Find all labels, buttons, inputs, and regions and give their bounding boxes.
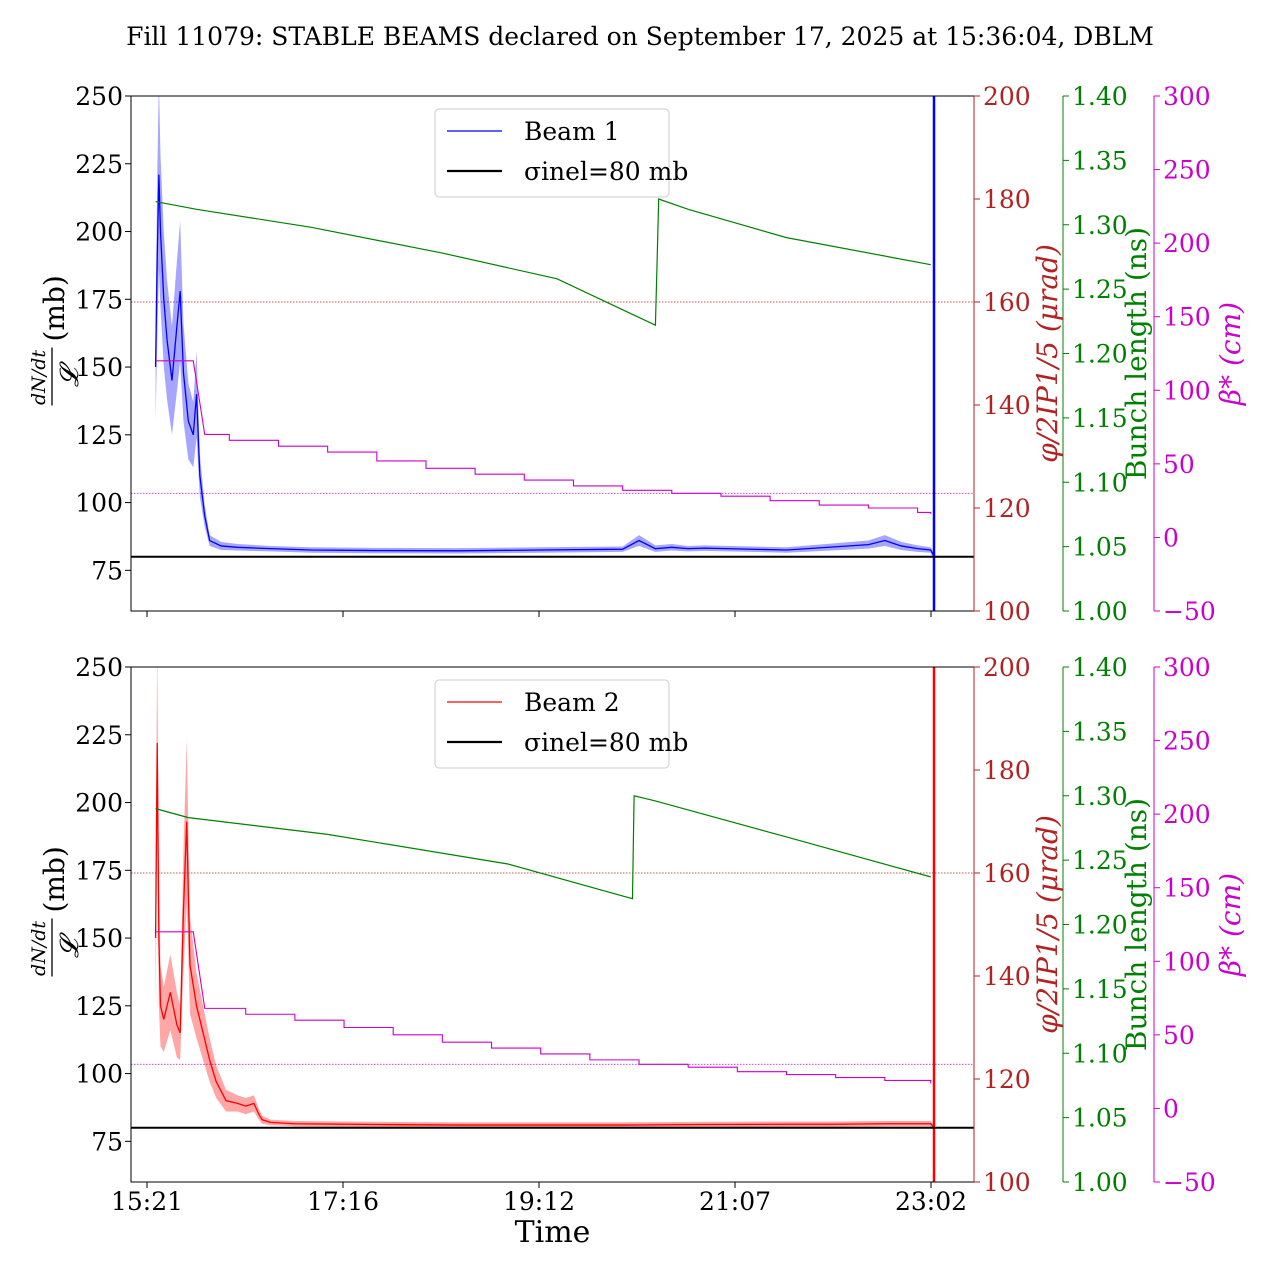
legend-reference-label: σinel=80 mb	[524, 157, 688, 186]
angle-tick-label: 200	[983, 653, 1031, 682]
chart-title: Fill 11079: STABLE BEAMS declared on Sep…	[126, 22, 1154, 51]
y-tick-label: 250	[75, 82, 123, 111]
beta-tick-label: 50	[1163, 1021, 1195, 1050]
bunch-tick-label: 1.20	[1072, 911, 1128, 940]
x-tick-label: 19:12	[503, 1187, 575, 1216]
bunch-tick-label: 1.30	[1072, 782, 1128, 811]
beam-series-line	[154, 742, 935, 1129]
y-axis-label-unit: (mb)	[38, 846, 71, 912]
bunch-tick-label: 1.40	[1072, 653, 1128, 682]
angle-tick-label: 160	[983, 859, 1031, 888]
angle-tick-label: 160	[983, 288, 1031, 317]
bunch-length-line	[155, 198, 931, 327]
angle-tick-label: 140	[983, 962, 1031, 991]
x-tick-label: 17:16	[307, 1187, 379, 1216]
y-tick-label: 200	[75, 218, 123, 247]
bunch-tick-label: 1.00	[1072, 1168, 1128, 1197]
y-tick-label: 125	[75, 421, 123, 450]
bunch-length-line	[155, 794, 931, 900]
beta-tick-label: 0	[1163, 523, 1179, 552]
angle-tick-label: 120	[983, 494, 1031, 523]
bunch-tick-label: 1.05	[1072, 533, 1128, 562]
bunch-tick-label: 1.05	[1072, 1104, 1128, 1133]
legend-beam-label: Beam 2	[524, 688, 620, 717]
angle-tick-label: 140	[983, 391, 1031, 420]
beta-star-line	[155, 360, 932, 514]
angle-axis-label: φ/2IP1/5 (μrad)	[1031, 815, 1064, 1034]
bunch-tick-label: 1.35	[1072, 717, 1128, 746]
y-tick-label: 125	[75, 992, 123, 1021]
bunch-axis-label: Bunch length (ns)	[1120, 227, 1153, 480]
y-axis-label-numerator: dN/dt	[28, 921, 50, 976]
bunch-tick-label: 1.15	[1072, 404, 1128, 433]
bunch-axis-label: Bunch length (ns)	[1120, 798, 1153, 1051]
bunch-tick-label: 1.35	[1072, 146, 1128, 175]
bunch-tick-label: 1.10	[1072, 468, 1128, 497]
angle-tick-label: 120	[983, 1065, 1031, 1094]
y-tick-label: 225	[75, 721, 123, 750]
y-tick-label: 150	[75, 924, 123, 953]
y-tick-label: 175	[75, 285, 123, 314]
beta-axis-label: β* (cm)	[1214, 873, 1247, 977]
y-tick-label: 100	[75, 1060, 123, 1089]
beta-tick-label: 0	[1163, 1094, 1179, 1123]
bunch-tick-label: 1.20	[1072, 340, 1128, 369]
y-tick-label: 200	[75, 789, 123, 818]
beta-tick-label: 150	[1163, 303, 1211, 332]
y-tick-label: 175	[75, 856, 123, 885]
beta-tick-label: 200	[1163, 800, 1211, 829]
beta-tick-label: 250	[1163, 156, 1211, 185]
angle-tick-label: 180	[983, 185, 1031, 214]
y-axis-label-numerator: dN/dt	[28, 350, 50, 405]
y-axis-label-unit: (mb)	[38, 275, 71, 341]
beta-tick-label: 150	[1163, 874, 1211, 903]
y-tick-label: 75	[91, 556, 123, 585]
angle-tick-label: 180	[983, 756, 1031, 785]
plot-area	[131, 96, 974, 611]
bunch-tick-label: 1.15	[1072, 975, 1128, 1004]
plot-area	[131, 667, 974, 1182]
beta-tick-label: 300	[1163, 82, 1211, 111]
angle-tick-label: 200	[983, 82, 1031, 111]
beta-tick-label: 50	[1163, 450, 1195, 479]
bunch-tick-label: 1.25	[1072, 846, 1128, 875]
beta-tick-label: 100	[1163, 947, 1211, 976]
legend-beam-label: Beam 1	[524, 117, 620, 146]
beta-tick-label: −50	[1163, 1168, 1216, 1197]
legend-reference-label: σinel=80 mb	[524, 728, 688, 757]
y-tick-label: 100	[75, 489, 123, 518]
angle-tick-label: 100	[983, 597, 1031, 626]
beta-tick-label: 300	[1163, 653, 1211, 682]
x-tick-label: 23:02	[895, 1187, 967, 1216]
beam-series-line	[154, 174, 935, 558]
angle-tick-label: 100	[983, 1168, 1031, 1197]
x-tick-label: 21:07	[699, 1187, 771, 1216]
beta-tick-label: −50	[1163, 597, 1216, 626]
x-axis-label: Time	[515, 1215, 591, 1250]
y-tick-label: 150	[75, 353, 123, 382]
angle-axis-label: φ/2IP1/5 (μrad)	[1031, 244, 1064, 463]
bunch-tick-label: 1.40	[1072, 82, 1128, 111]
beta-tick-label: 200	[1163, 229, 1211, 258]
y-tick-label: 250	[75, 653, 123, 682]
beta-tick-label: 100	[1163, 376, 1211, 405]
bunch-tick-label: 1.25	[1072, 275, 1128, 304]
bunch-tick-label: 1.10	[1072, 1039, 1128, 1068]
bunch-tick-label: 1.00	[1072, 597, 1128, 626]
x-tick-label: 15:21	[111, 1187, 183, 1216]
y-tick-label: 225	[75, 150, 123, 179]
y-tick-label: 75	[91, 1127, 123, 1156]
beta-star-line	[155, 931, 932, 1084]
bunch-tick-label: 1.30	[1072, 211, 1128, 240]
beta-tick-label: 250	[1163, 727, 1211, 756]
beta-axis-label: β* (cm)	[1214, 302, 1247, 406]
